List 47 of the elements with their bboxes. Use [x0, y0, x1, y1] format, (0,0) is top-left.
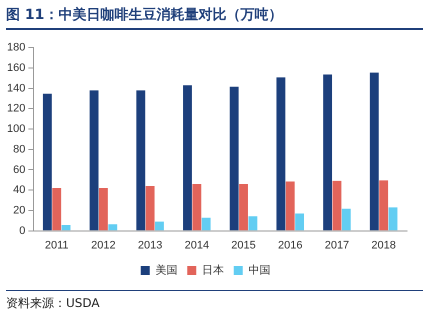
x-tick-label: 2018	[371, 239, 396, 252]
x-tick-label: 2011	[44, 239, 69, 252]
x-tick-label: 2015	[231, 239, 256, 252]
y-tick-label: 100	[6, 123, 26, 136]
text: 资料来源：USDA	[6, 290, 423, 312]
bar	[248, 216, 258, 230]
bar	[323, 74, 332, 230]
bar	[108, 224, 118, 230]
y-tick-label: 40	[13, 184, 26, 196]
chart-title: 图 11：中美日咖啡生豆消耗量对比（万吨）	[6, 6, 423, 30]
bar	[230, 86, 239, 230]
x-tick-label: 2012	[91, 239, 116, 252]
bar	[136, 90, 146, 230]
bar	[286, 181, 295, 230]
bar	[146, 186, 155, 230]
y-tick-label: 20	[13, 204, 26, 216]
bar	[342, 208, 351, 230]
bar	[98, 188, 108, 230]
bar	[379, 180, 388, 230]
x-tick-label: 2016	[278, 239, 302, 252]
x-tick-label: 2014	[184, 239, 210, 252]
bar	[183, 85, 192, 230]
bar	[90, 90, 99, 230]
bar	[295, 214, 304, 230]
y-tick-label: 0	[19, 224, 26, 237]
bar	[370, 72, 379, 230]
bar	[202, 218, 211, 230]
y-tick-label: 140	[6, 82, 26, 94]
x-tick-label: 2013	[138, 239, 162, 252]
bar	[42, 94, 52, 230]
y-tick-label: 60	[13, 164, 26, 176]
bar	[62, 225, 70, 230]
bar	[276, 77, 286, 230]
legend-label: 美国	[155, 264, 178, 277]
y-tick-label: 80	[13, 143, 26, 156]
y-tick-label: 120	[6, 102, 26, 115]
legend-label: 日本	[202, 264, 224, 277]
bar	[388, 207, 398, 230]
bar	[332, 180, 342, 230]
bar	[155, 222, 164, 230]
legend-label: 中国	[248, 264, 270, 277]
bar	[192, 184, 202, 230]
x-tick-label: 2017	[324, 239, 350, 252]
y-tick-label: 160	[6, 62, 26, 74]
y-tick-label: 180	[6, 42, 26, 54]
bar	[52, 188, 62, 230]
bar	[239, 184, 248, 230]
